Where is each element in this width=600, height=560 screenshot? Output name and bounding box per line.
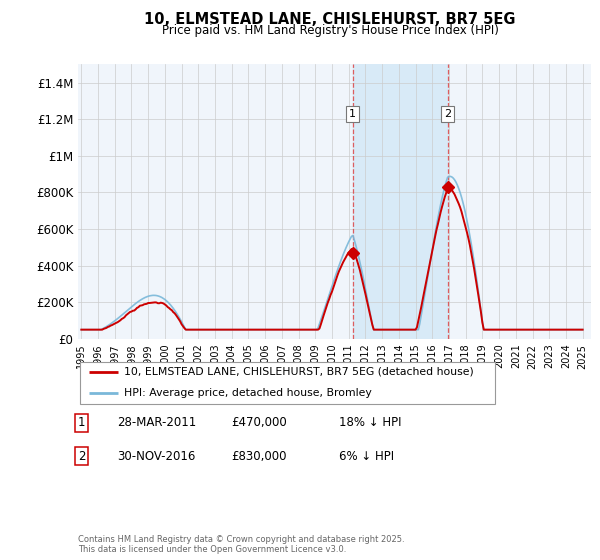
Text: 6% ↓ HPI: 6% ↓ HPI	[339, 450, 394, 463]
Text: £470,000: £470,000	[231, 416, 287, 430]
Text: Contains HM Land Registry data © Crown copyright and database right 2025.
This d: Contains HM Land Registry data © Crown c…	[78, 535, 404, 554]
Text: 18% ↓ HPI: 18% ↓ HPI	[339, 416, 401, 430]
Bar	[353, 64, 448, 339]
Text: 30-NOV-2016: 30-NOV-2016	[117, 450, 196, 463]
Text: 10, ELMSTEAD LANE, CHISLEHURST, BR7 5EG (detached house): 10, ELMSTEAD LANE, CHISLEHURST, BR7 5EG …	[124, 367, 474, 376]
Text: 10, ELMSTEAD LANE, CHISLEHURST, BR7 5EG: 10, ELMSTEAD LANE, CHISLEHURST, BR7 5EG	[144, 12, 516, 27]
Text: Price paid vs. HM Land Registry's House Price Index (HPI): Price paid vs. HM Land Registry's House …	[161, 24, 499, 36]
Text: 28-MAR-2011: 28-MAR-2011	[117, 416, 196, 430]
Text: HPI: Average price, detached house, Bromley: HPI: Average price, detached house, Brom…	[124, 388, 372, 398]
Text: 1: 1	[349, 109, 356, 119]
FancyBboxPatch shape	[80, 362, 495, 404]
Text: £830,000: £830,000	[231, 450, 287, 463]
Text: 2: 2	[444, 109, 451, 119]
Text: 1: 1	[78, 416, 86, 430]
Text: 2: 2	[78, 450, 86, 463]
